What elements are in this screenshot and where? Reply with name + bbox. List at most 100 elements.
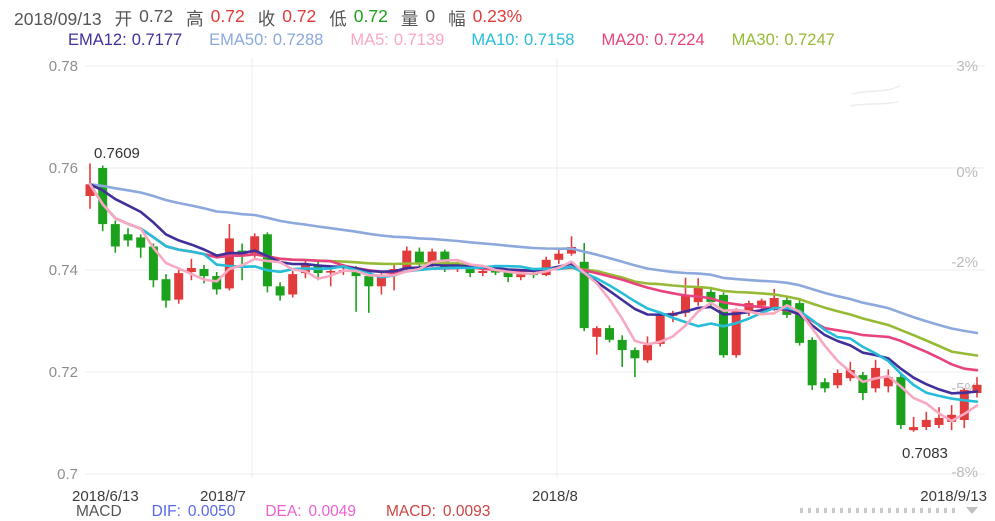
candle-body[interactable] (959, 389, 969, 420)
candle-body[interactable] (947, 414, 957, 422)
candle-body[interactable] (136, 237, 146, 248)
legend-ma5-value: 0.7139 (393, 31, 445, 49)
candle-body[interactable] (85, 184, 95, 196)
dea-label: DEA: (265, 503, 302, 520)
candle-body[interactable] (795, 303, 805, 343)
x-axis-tick: 2018/6/13 (72, 488, 139, 505)
left-axis-tick: 0.74 (49, 262, 78, 279)
ma-line-ema12 (88, 183, 979, 395)
open-value: 0.72 (139, 6, 174, 26)
candle-body[interactable] (275, 286, 285, 296)
candle-body[interactable] (681, 295, 690, 313)
candle-body[interactable] (744, 303, 754, 312)
candle-body[interactable] (693, 287, 703, 303)
ohlc-info-bar: 2018/09/13 开 0.72 高 0.72 收 0.72 低 0.72 量… (14, 6, 522, 31)
price-annotation: 0.7609 (94, 145, 140, 162)
price-annotations: 0.7609 0.7083 (94, 145, 948, 462)
candle-body[interactable] (224, 238, 234, 289)
macd-pair: MACD: 0.0093 (386, 503, 490, 521)
candle-body[interactable] (376, 275, 386, 287)
candle-body[interactable] (250, 236, 260, 255)
candle-body[interactable] (807, 339, 817, 386)
candle-body[interactable] (820, 382, 830, 389)
date-label: 2018/09/13 (14, 9, 102, 29)
x-axis-tick: 2018/7 (200, 488, 246, 505)
legend-ema12-label: EMA12: (68, 31, 127, 49)
change-value: 0.23% (472, 6, 523, 26)
high-pair: 高 0.72 (186, 6, 245, 31)
candle-body[interactable] (579, 261, 589, 329)
legend-ma30-value: 0.7247 (784, 31, 835, 49)
watermark (849, 85, 901, 107)
candle-body[interactable] (288, 274, 298, 295)
volume-pair: 量 0 (401, 6, 435, 31)
close-value: 0.72 (282, 6, 317, 26)
left-axis-tick: 0.7 (57, 466, 78, 483)
ma-line-ema50 (88, 183, 979, 335)
candle-body[interactable] (148, 246, 158, 281)
candle-body[interactable] (567, 247, 576, 254)
candle-body[interactable] (491, 271, 500, 273)
candle-body[interactable] (503, 272, 513, 278)
candle-body[interactable] (921, 419, 931, 427)
candle-body[interactable] (972, 384, 982, 393)
candle-body[interactable] (414, 251, 424, 264)
candle-body[interactable] (110, 224, 120, 247)
candle-body[interactable] (655, 315, 665, 344)
candle-body[interactable] (630, 350, 640, 359)
macd-label: MACD: (385, 503, 436, 520)
time-slider-track[interactable] (800, 508, 958, 513)
legend-ema12[interactable]: EMA12: 0.7177 (68, 31, 182, 50)
candle-body[interactable] (402, 250, 412, 269)
open-label: 开 (114, 9, 133, 29)
candle-body[interactable] (364, 276, 374, 287)
time-slider-handle[interactable] (966, 507, 978, 514)
candle-body[interactable] (757, 300, 767, 306)
volume-label: 量 (400, 9, 419, 29)
candle-body[interactable] (592, 328, 602, 337)
candle-body[interactable] (769, 298, 779, 308)
legend-ma30-label: MA30: (731, 31, 780, 49)
candle-body[interactable] (123, 234, 133, 241)
candle-body[interactable] (643, 345, 652, 361)
ma-line-ma5 (88, 183, 979, 423)
candle-body[interactable] (731, 309, 741, 356)
candle-body[interactable] (845, 370, 855, 379)
candle-body[interactable] (186, 268, 196, 273)
legend-ema12-value: 0.7177 (131, 31, 183, 49)
legend-ma20[interactable]: MA20: 0.7224 (601, 31, 704, 50)
candle-body[interactable] (351, 270, 361, 277)
candle-body[interactable] (516, 273, 526, 278)
candle-body[interactable] (617, 339, 627, 351)
legend-ma20-label: MA20: (601, 31, 650, 49)
left-axis-tick: 0.76 (49, 160, 78, 177)
price-annotation: 0.7083 (902, 445, 948, 462)
candle-body[interactable] (199, 269, 209, 277)
candle-body[interactable] (174, 273, 184, 300)
dif-value: 0.0050 (187, 503, 236, 520)
legend-ma5[interactable]: MA5: 0.7139 (350, 31, 444, 50)
candle-body[interactable] (98, 168, 108, 225)
candle-body[interactable] (934, 417, 944, 425)
candle-body[interactable] (605, 328, 614, 340)
candle-body[interactable] (909, 427, 919, 431)
legend-ema50[interactable]: EMA50: 0.7288 (209, 31, 323, 50)
candle-body[interactable] (883, 377, 893, 387)
legend-ma30[interactable]: MA30: 0.7247 (732, 31, 835, 50)
dea-pair: DEA: 0.0049 (265, 503, 356, 521)
macd-title[interactable]: MACD (76, 503, 122, 520)
candle-body[interactable] (326, 271, 336, 273)
candle-body[interactable] (833, 373, 843, 386)
legend-ma10[interactable]: MA10: 0.7158 (471, 31, 574, 50)
x-axis-tick: 2018/8 (532, 488, 578, 505)
legend-ma10-value: 0.7158 (524, 31, 575, 49)
candle-body[interactable] (858, 375, 868, 393)
candle-body[interactable] (465, 265, 475, 273)
candle-body[interactable] (478, 271, 488, 273)
candle-body[interactable] (554, 253, 564, 260)
candle-body[interactable] (161, 279, 171, 301)
candle-body[interactable] (896, 377, 906, 425)
candle-body[interactable] (427, 251, 437, 264)
candle-body[interactable] (212, 276, 222, 290)
